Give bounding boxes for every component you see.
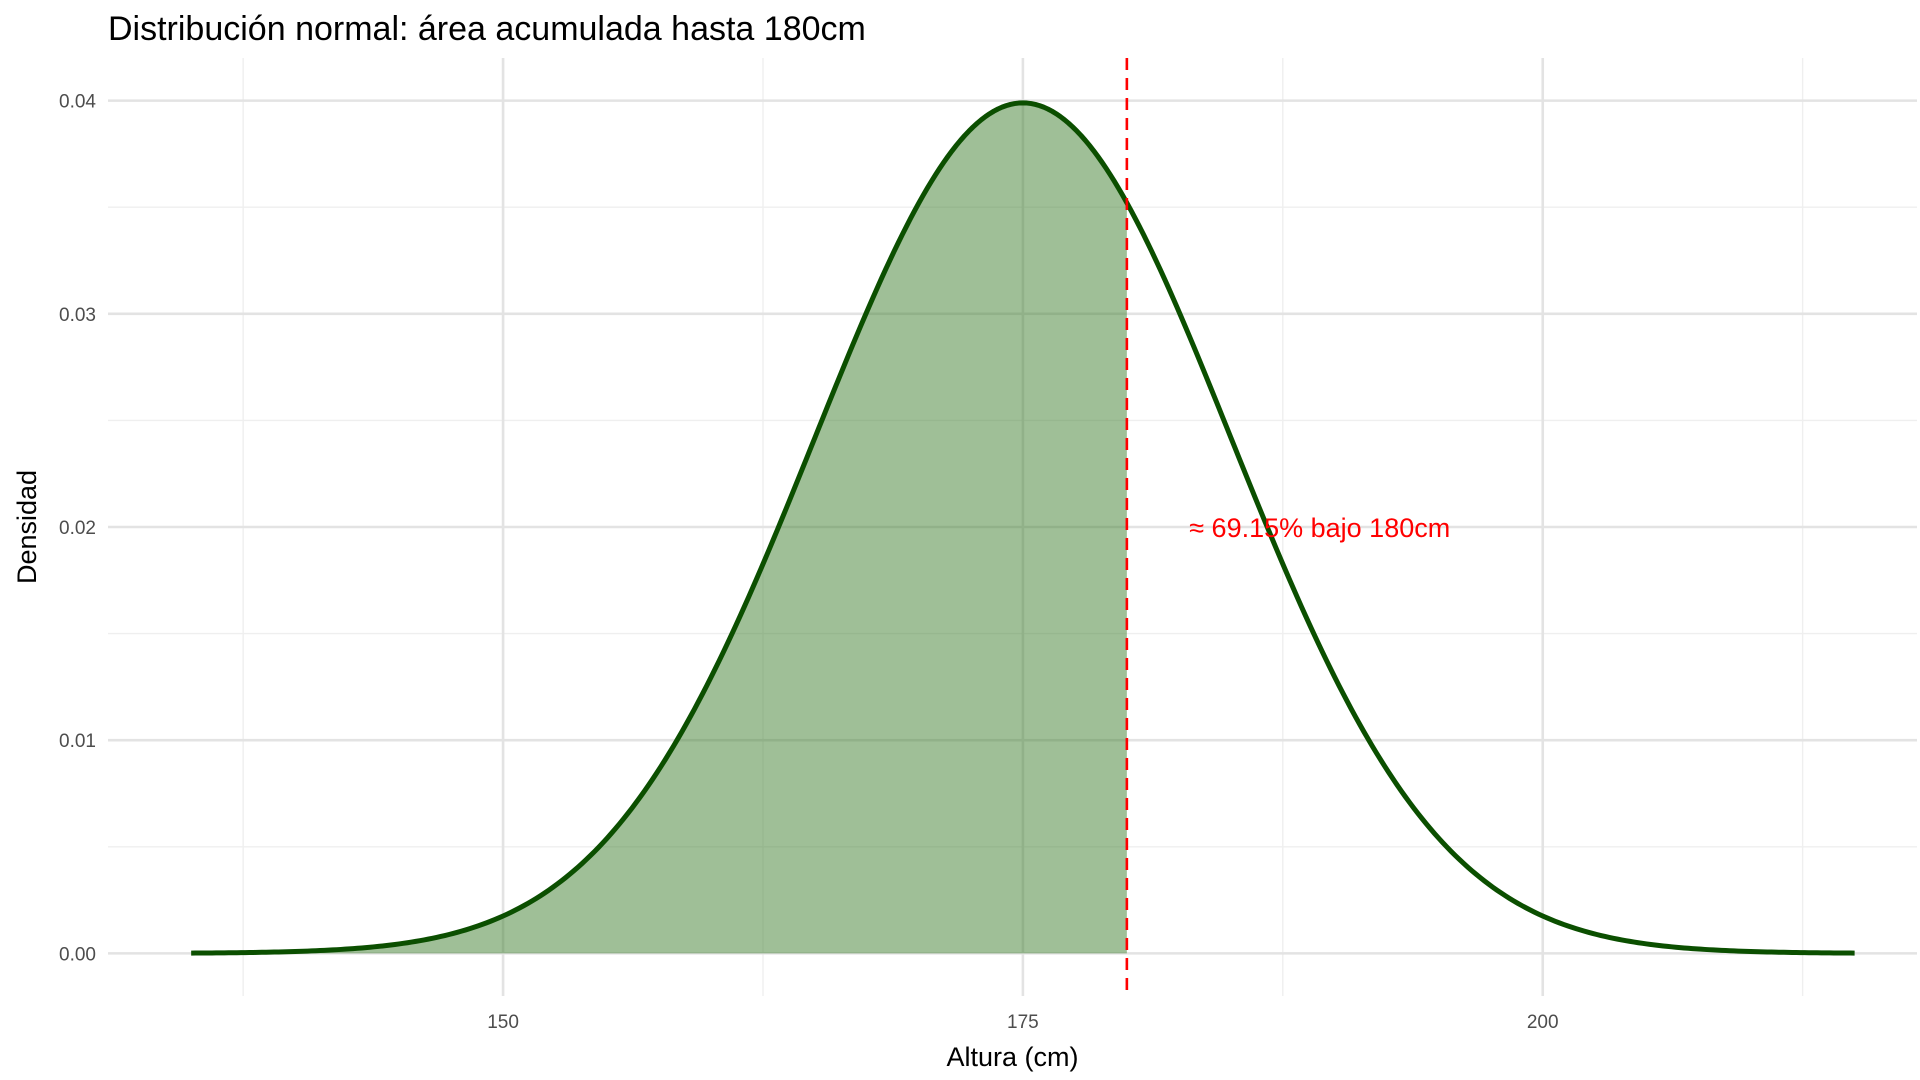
x-tick-label: 175	[1007, 1012, 1039, 1033]
y-tick-label: 0.03	[59, 305, 96, 326]
density-curve	[191, 100, 1855, 956]
annotation-label: ≈ 69.15% bajo 180cm	[1189, 513, 1450, 543]
chart-title: Distribución normal: área acumulada hast…	[108, 10, 866, 48]
y-tick-label: 0.04	[59, 92, 96, 113]
x-tick-label: 200	[1527, 1012, 1559, 1033]
x-axis-title: Altura (cm)	[946, 1042, 1078, 1072]
y-tick-label: 0.01	[59, 731, 96, 752]
y-tick-label: 0.02	[59, 518, 96, 539]
y-axis-title: Densidad	[12, 470, 42, 584]
x-axis-ticks: 150 175 200	[487, 1012, 1558, 1033]
x-tick-label: 150	[487, 1012, 519, 1033]
y-tick-label: 0.00	[59, 944, 96, 965]
cumulative-area	[191, 102, 1127, 954]
y-axis-ticks: 0.00 0.01 0.02 0.03 0.04	[59, 92, 96, 966]
